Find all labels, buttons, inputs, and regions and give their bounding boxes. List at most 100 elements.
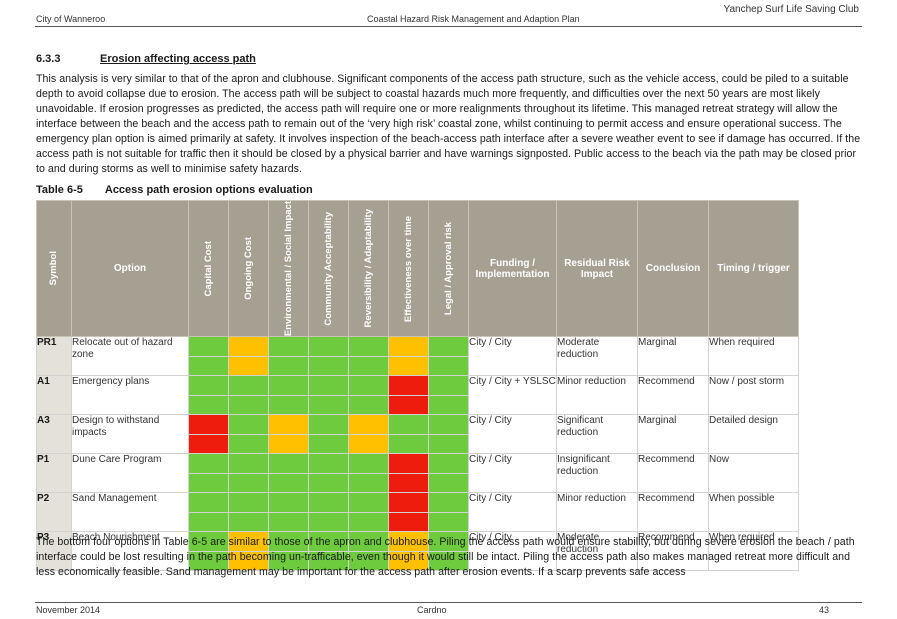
- header-plan-title: Coastal Hazard Risk Management and Adapt…: [367, 14, 580, 24]
- rating-cell: [188, 492, 229, 533]
- rating-cell: [268, 375, 309, 416]
- row-option: Emergency plans: [71, 375, 189, 416]
- row-funding: City / City: [468, 531, 557, 572]
- rating-cell: [308, 453, 349, 494]
- row-conclusion: Recommend: [637, 531, 709, 572]
- rating-cell: [348, 492, 389, 533]
- rating-cell: [228, 336, 269, 377]
- row-funding: City / City: [468, 453, 557, 494]
- col-header-reversibility: Reversibility / Adaptability: [348, 199, 389, 338]
- rating-cell: [428, 453, 469, 494]
- rating-cell: [388, 336, 429, 377]
- row-timing: When required: [708, 336, 799, 377]
- row-residual-risk: Moderate reduction: [556, 531, 638, 572]
- rating-cell: [308, 414, 349, 455]
- table-row: A1 Emergency plans City / City + YSLSC M…: [36, 375, 799, 416]
- section-title: Erosion affecting access path: [100, 53, 256, 65]
- row-funding: City / City: [468, 492, 557, 533]
- col-header-legal: Legal / Approval risk: [428, 199, 469, 338]
- col-header-timing: Timing / trigger: [708, 199, 799, 338]
- row-option: Relocate out of hazard zone: [71, 336, 189, 377]
- row-symbol: P3: [36, 531, 72, 572]
- row-conclusion: Marginal: [637, 414, 709, 455]
- footer-page-number: 43: [819, 605, 830, 615]
- row-conclusion: Marginal: [637, 336, 709, 377]
- table-row: P3 Beach Nourishment City / City Moderat…: [36, 531, 799, 572]
- row-funding: City / City: [468, 414, 557, 455]
- col-header-ongoing-cost: Ongoing Cost: [228, 199, 269, 338]
- row-option: Sand Management: [71, 492, 189, 533]
- table-caption-title: Access path erosion options evaluation: [104, 184, 313, 196]
- row-timing: When possible: [708, 492, 799, 533]
- row-funding: City / City + YSLSC: [468, 375, 557, 416]
- rating-cell: [428, 414, 469, 455]
- rating-cell: [348, 453, 389, 494]
- rating-cell: [228, 531, 269, 572]
- rating-cell: [428, 375, 469, 416]
- row-residual-risk: Minor reduction: [556, 492, 638, 533]
- row-symbol: PR1: [36, 336, 72, 377]
- col-header-symbol: Symbol: [36, 199, 72, 338]
- col-header-effectiveness: Effectiveness over time: [388, 199, 429, 338]
- rating-cell: [308, 375, 349, 416]
- rating-cell: [268, 492, 309, 533]
- rating-cell: [228, 492, 269, 533]
- header-organisation: Yanchep Surf Life Saving Club: [723, 4, 859, 15]
- section-number: 6.3.3: [36, 53, 61, 65]
- col-header-option: Option: [71, 199, 189, 338]
- rating-cell: [388, 492, 429, 533]
- rating-cell: [388, 375, 429, 416]
- rating-cell: [228, 414, 269, 455]
- table-row: A3 Design to withstand impacts City / Ci…: [36, 414, 799, 455]
- footer-company: Cardno: [417, 605, 447, 615]
- rating-cell: [388, 453, 429, 494]
- rating-cell: [388, 531, 429, 572]
- rating-cell: [268, 453, 309, 494]
- rating-cell: [428, 492, 469, 533]
- rating-cell: [348, 336, 389, 377]
- row-conclusion: Recommend: [637, 453, 709, 494]
- rating-cell: [348, 375, 389, 416]
- row-conclusion: Recommend: [637, 492, 709, 533]
- table-row: P2 Sand Management City / City Minor red…: [36, 492, 799, 533]
- col-header-environmental: Environmental / Social Impact: [268, 199, 309, 338]
- rating-cell: [428, 531, 469, 572]
- table-row: P1 Dune Care Program City / City Insigni…: [36, 453, 799, 494]
- intro-paragraph: This analysis is very similar to that of…: [36, 73, 861, 175]
- row-option: Dune Care Program: [71, 453, 189, 494]
- rating-cell: [188, 414, 229, 455]
- row-symbol: P2: [36, 492, 72, 533]
- rating-cell: [308, 531, 349, 572]
- col-header-residual-risk: Residual Risk Impact: [556, 199, 638, 338]
- rating-cell: [308, 492, 349, 533]
- row-symbol: A1: [36, 375, 72, 416]
- options-evaluation-table: Symbol Option Capital Cost Ongoing Cost …: [36, 199, 799, 572]
- header-council: City of Wanneroo: [36, 14, 106, 24]
- row-timing: Now: [708, 453, 799, 494]
- row-symbol: A3: [36, 414, 72, 455]
- row-option: Beach Nourishment: [71, 531, 189, 572]
- rating-cell: [228, 375, 269, 416]
- row-option: Design to withstand impacts: [71, 414, 189, 455]
- row-residual-risk: Moderate reduction: [556, 336, 638, 377]
- row-timing: Detailed design: [708, 414, 799, 455]
- rating-cell: [188, 336, 229, 377]
- row-residual-risk: Minor reduction: [556, 375, 638, 416]
- closing-paragraph: The bottom four options in Table 6-5 are…: [36, 536, 855, 578]
- col-header-funding: Funding / Implementation: [468, 199, 557, 338]
- row-conclusion: Recommend: [637, 375, 709, 416]
- table-caption: Table 6-5 Access path erosion options eva…: [36, 184, 313, 196]
- col-header-conclusion: Conclusion: [637, 199, 709, 338]
- rating-cell: [268, 414, 309, 455]
- row-residual-risk: Insignificant reduction: [556, 453, 638, 494]
- rating-cell: [228, 453, 269, 494]
- table-row: PR1 Relocate out of hazard zone City / C…: [36, 336, 799, 377]
- rating-cell: [388, 414, 429, 455]
- row-symbol: P1: [36, 453, 72, 494]
- row-timing: When required: [708, 531, 799, 572]
- rating-cell: [268, 336, 309, 377]
- rating-cell: [188, 531, 229, 572]
- rating-cell: [308, 336, 349, 377]
- rating-cell: [188, 453, 229, 494]
- table-caption-label: Table 6-5: [36, 184, 83, 196]
